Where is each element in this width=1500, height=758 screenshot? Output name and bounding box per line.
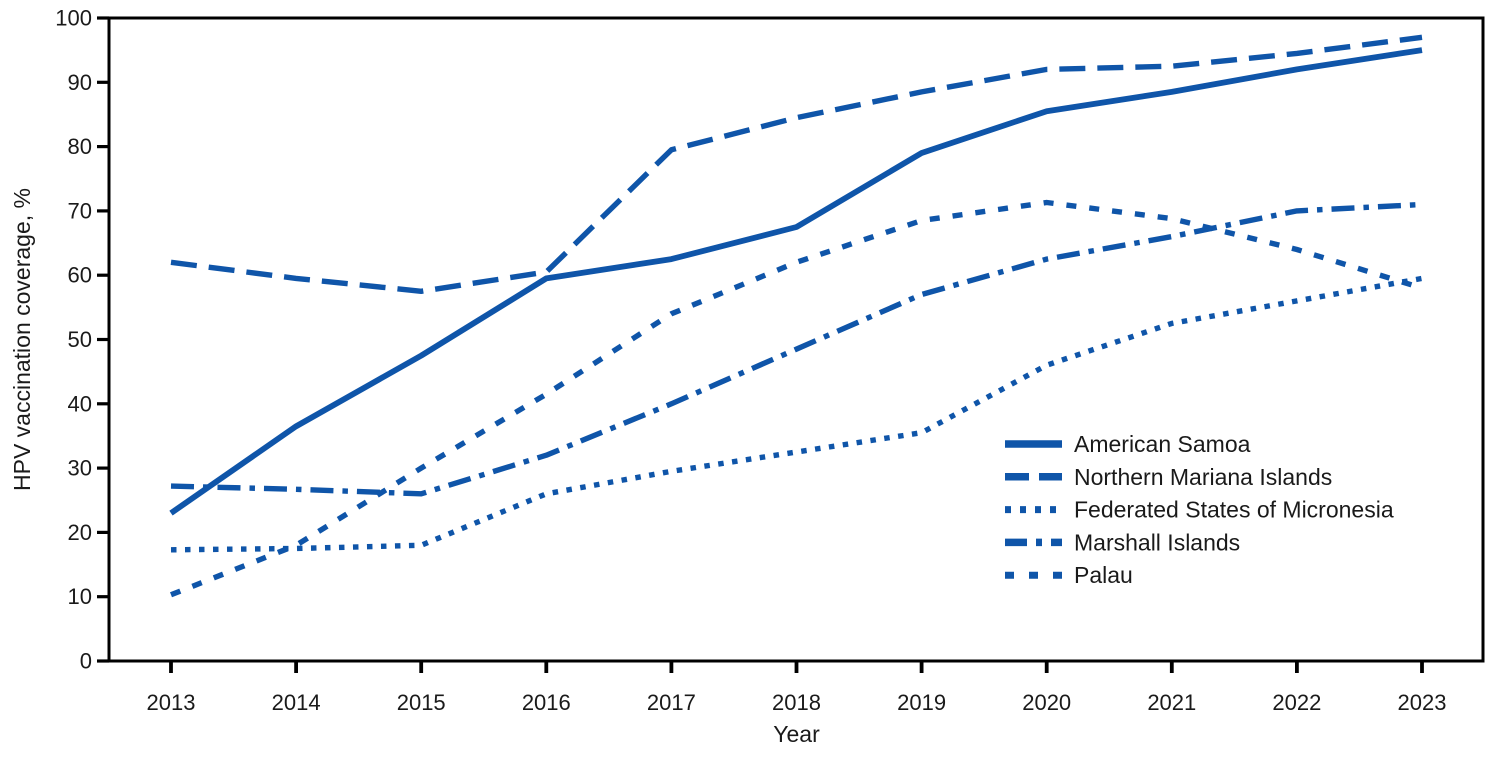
legend-item-palau: Palau bbox=[1005, 562, 1133, 588]
x-tick-label: 2023 bbox=[1398, 690, 1447, 715]
series-line-federated-states-of-micronesia bbox=[170, 275, 1423, 553]
legend-label: Marshall Islands bbox=[1074, 529, 1240, 555]
legend-item-marshall-islands: Marshall Islands bbox=[1005, 529, 1240, 555]
y-tick-label: 40 bbox=[68, 391, 92, 416]
legend-label: American Samoa bbox=[1074, 431, 1251, 457]
y-axis: 0 10 20 30 40 50 60 70 80 90 100 bbox=[55, 6, 109, 674]
y-tick-label: 80 bbox=[68, 134, 92, 159]
legend-label: Federated States of Micronesia bbox=[1074, 497, 1394, 523]
series-line-northern-mariana-islands bbox=[170, 34, 1423, 294]
y-tick-label: 0 bbox=[80, 649, 92, 674]
plot-frame bbox=[107, 16, 1485, 663]
x-tick-label: 2018 bbox=[772, 690, 821, 715]
legend-label: Palau bbox=[1074, 562, 1133, 588]
x-tick-label: 2021 bbox=[1147, 690, 1196, 715]
y-tick-label: 70 bbox=[68, 198, 92, 223]
x-tick-label: 2013 bbox=[147, 690, 196, 715]
x-axis-title: Year bbox=[773, 721, 820, 747]
series-line-palau bbox=[170, 199, 1423, 598]
x-tick-label: 2016 bbox=[522, 690, 571, 715]
y-tick-label: 100 bbox=[55, 6, 92, 31]
y-tick-label: 10 bbox=[68, 584, 92, 609]
legend-label: Northern Mariana Islands bbox=[1074, 464, 1332, 490]
legend-item-northern-mariana-islands: Northern Mariana Islands bbox=[1005, 464, 1332, 490]
legend-item-federated-states-of-micronesia: Federated States of Micronesia bbox=[1005, 497, 1394, 523]
x-tick-label: 2017 bbox=[647, 690, 696, 715]
legend: American Samoa Northern Mariana Islands Fe… bbox=[1005, 431, 1394, 588]
series-line-american-samoa bbox=[169, 47, 1423, 516]
x-tick-label: 2014 bbox=[272, 690, 321, 715]
legend-item-american-samoa: American Samoa bbox=[1005, 431, 1251, 457]
x-tick-label: 2015 bbox=[397, 690, 446, 715]
y-axis-title: HPV vaccination coverage, % bbox=[9, 188, 35, 491]
y-tick-label: 60 bbox=[68, 263, 92, 288]
y-tick-label: 30 bbox=[68, 456, 92, 481]
x-tick-label: 2022 bbox=[1272, 690, 1321, 715]
x-tick-label: 2019 bbox=[897, 690, 946, 715]
y-tick-label: 50 bbox=[68, 327, 92, 352]
x-tick-label: 2020 bbox=[1022, 690, 1071, 715]
x-axis: 2013 2014 2015 2016 2017 2018 2019 2020 2021 2022… bbox=[147, 661, 1447, 715]
y-tick-label: 20 bbox=[68, 520, 92, 545]
y-tick-label: 90 bbox=[68, 70, 92, 95]
